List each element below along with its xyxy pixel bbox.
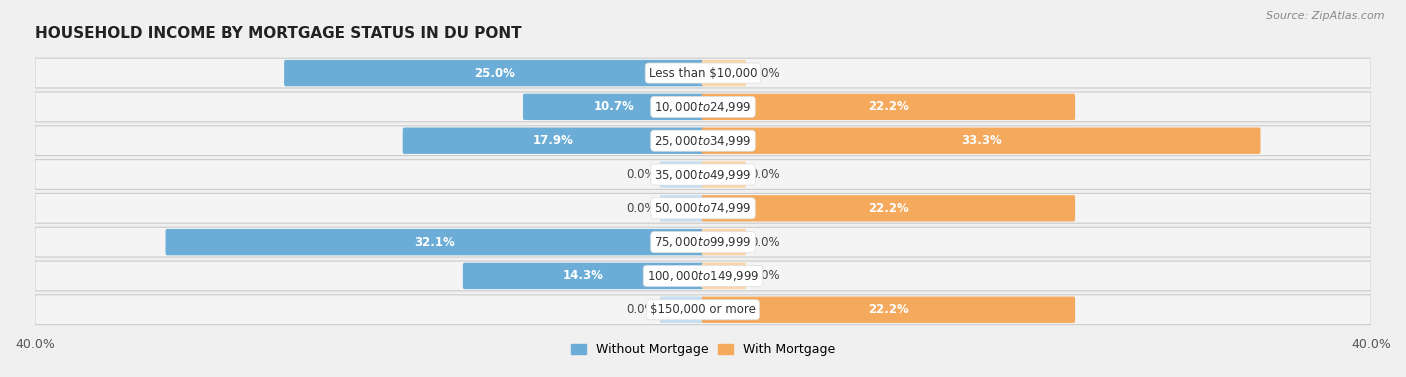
FancyBboxPatch shape [659,297,704,323]
FancyBboxPatch shape [702,127,1261,154]
Text: 33.3%: 33.3% [960,134,1001,147]
FancyBboxPatch shape [702,297,1076,323]
FancyBboxPatch shape [702,263,747,289]
FancyBboxPatch shape [35,295,1371,325]
Text: 0.0%: 0.0% [749,236,779,248]
FancyBboxPatch shape [166,229,704,255]
Text: $100,000 to $149,999: $100,000 to $149,999 [647,269,759,283]
Text: 0.0%: 0.0% [749,168,779,181]
Text: 22.2%: 22.2% [868,202,908,215]
Text: 32.1%: 32.1% [415,236,456,248]
Text: 22.2%: 22.2% [868,303,908,316]
Text: 0.0%: 0.0% [627,303,657,316]
FancyBboxPatch shape [35,126,1371,156]
Text: 25.0%: 25.0% [474,67,515,80]
Text: $75,000 to $99,999: $75,000 to $99,999 [654,235,752,249]
Text: 0.0%: 0.0% [749,270,779,282]
Text: Source: ZipAtlas.com: Source: ZipAtlas.com [1267,11,1385,21]
Text: $10,000 to $24,999: $10,000 to $24,999 [654,100,752,114]
Text: $25,000 to $34,999: $25,000 to $34,999 [654,134,752,148]
Text: 0.0%: 0.0% [749,67,779,80]
FancyBboxPatch shape [35,58,1371,88]
FancyBboxPatch shape [702,161,747,188]
FancyBboxPatch shape [35,193,1371,223]
FancyBboxPatch shape [35,92,1371,122]
Text: 0.0%: 0.0% [627,202,657,215]
FancyBboxPatch shape [702,60,747,86]
Text: 17.9%: 17.9% [533,134,574,147]
FancyBboxPatch shape [659,195,704,222]
FancyBboxPatch shape [284,60,704,86]
Text: HOUSEHOLD INCOME BY MORTGAGE STATUS IN DU PONT: HOUSEHOLD INCOME BY MORTGAGE STATUS IN D… [35,26,522,41]
FancyBboxPatch shape [35,261,1371,291]
Text: $35,000 to $49,999: $35,000 to $49,999 [654,167,752,181]
FancyBboxPatch shape [523,94,704,120]
Legend: Without Mortgage, With Mortgage: Without Mortgage, With Mortgage [565,338,841,361]
FancyBboxPatch shape [702,195,1076,222]
Text: 0.0%: 0.0% [627,168,657,181]
FancyBboxPatch shape [702,229,747,255]
Text: Less than $10,000: Less than $10,000 [648,67,758,80]
FancyBboxPatch shape [702,94,1076,120]
Text: 22.2%: 22.2% [868,100,908,113]
Text: 14.3%: 14.3% [564,270,605,282]
FancyBboxPatch shape [402,127,704,154]
FancyBboxPatch shape [463,263,704,289]
FancyBboxPatch shape [35,227,1371,257]
Text: 10.7%: 10.7% [593,100,634,113]
Text: $50,000 to $74,999: $50,000 to $74,999 [654,201,752,215]
FancyBboxPatch shape [35,159,1371,189]
Text: $150,000 or more: $150,000 or more [650,303,756,316]
FancyBboxPatch shape [659,161,704,188]
